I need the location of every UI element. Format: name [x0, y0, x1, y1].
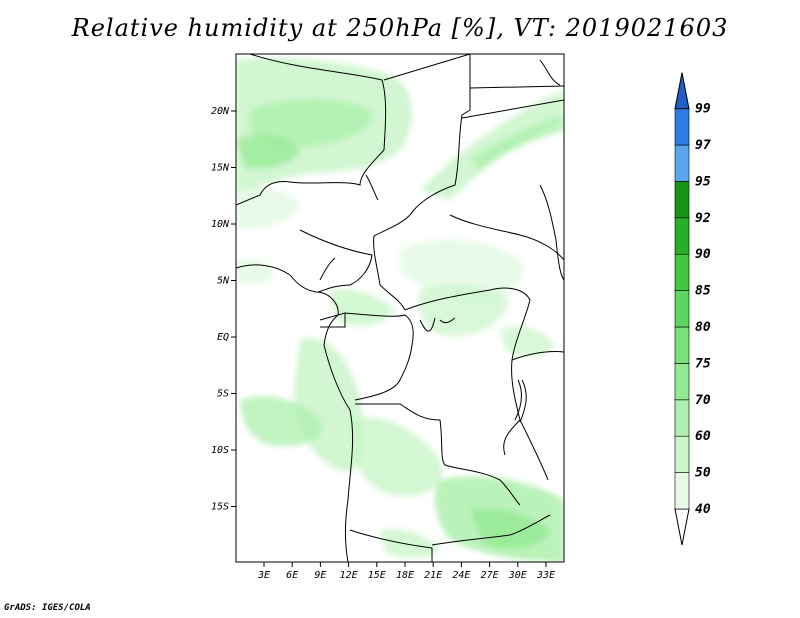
lon-tick-label: 30E — [508, 570, 527, 581]
colorbar-label: 60 — [695, 429, 711, 444]
lat-tick-label: 10S — [211, 445, 229, 456]
colorbar-lower-extension — [674, 508, 690, 546]
colorbar-label: 90 — [695, 247, 711, 262]
colorbar-segment — [674, 472, 690, 510]
lat-tick-label: EQ — [217, 332, 229, 343]
lon-tick-label: 6E — [286, 570, 298, 581]
lon-tick-label: 15E — [368, 570, 386, 581]
colorbar-segment — [674, 399, 690, 437]
lat-tick-label: 5S — [217, 389, 229, 400]
colorbar-segment — [674, 253, 690, 291]
colorbar-label: 40 — [695, 502, 711, 517]
latitude-axis: 20N 15N 10N 5N EQ 5S 10S 15S — [211, 106, 236, 513]
colorbar-label: 70 — [695, 393, 711, 408]
colorbar-segment — [674, 108, 690, 146]
colorbar-segment — [674, 363, 690, 401]
colorbar-segment — [674, 326, 690, 364]
lon-tick-label: 3E — [257, 570, 270, 581]
lon-tick-label: 12E — [340, 570, 358, 581]
lon-tick-label: 27E — [481, 570, 499, 581]
colorbar-segment — [674, 290, 690, 328]
map-title: Relative humidity at 250hPa [%], VT: 201… — [71, 14, 729, 42]
colorbar-label: 92 — [695, 211, 711, 226]
colorbar-label: 80 — [695, 320, 711, 335]
lat-tick-label: 5N — [217, 276, 230, 287]
lon-tick-label: 9E — [314, 570, 326, 581]
colorbar-label: 75 — [695, 356, 711, 371]
colorbar-label: 97 — [695, 138, 711, 153]
colorbar: 40 50 60 70 75 80 85 90 92 95 97 99 — [674, 72, 711, 546]
lat-tick-label: 10N — [211, 219, 230, 230]
humidity-field — [236, 57, 564, 562]
colorbar-upper-extension — [674, 72, 690, 110]
colorbar-label: 95 — [695, 174, 711, 189]
grads-credit: GrADS: IGES/COLA — [4, 603, 91, 613]
colorbar-segment — [674, 181, 690, 219]
colorbar-label: 85 — [695, 284, 711, 299]
colorbar-label: 50 — [695, 466, 711, 481]
lat-tick-label: 15N — [211, 163, 230, 174]
lon-tick-label: 21E — [424, 570, 442, 581]
lon-tick-label: 18E — [396, 570, 414, 581]
lon-tick-label: 33E — [536, 570, 555, 581]
lon-tick-label: 24E — [452, 570, 470, 581]
colorbar-segment — [674, 217, 690, 255]
longitude-axis: 3E 6E 9E 12E 15E 18E 21E 24E 27E 30E 33E — [257, 562, 555, 581]
lat-tick-label: 15S — [211, 502, 229, 513]
country-borders — [236, 54, 564, 562]
lat-tick-label: 20N — [211, 106, 230, 117]
colorbar-label: 99 — [695, 102, 711, 117]
colorbar-segment — [674, 144, 690, 182]
map-frame — [235, 53, 565, 563]
colorbar-segment — [674, 435, 690, 473]
